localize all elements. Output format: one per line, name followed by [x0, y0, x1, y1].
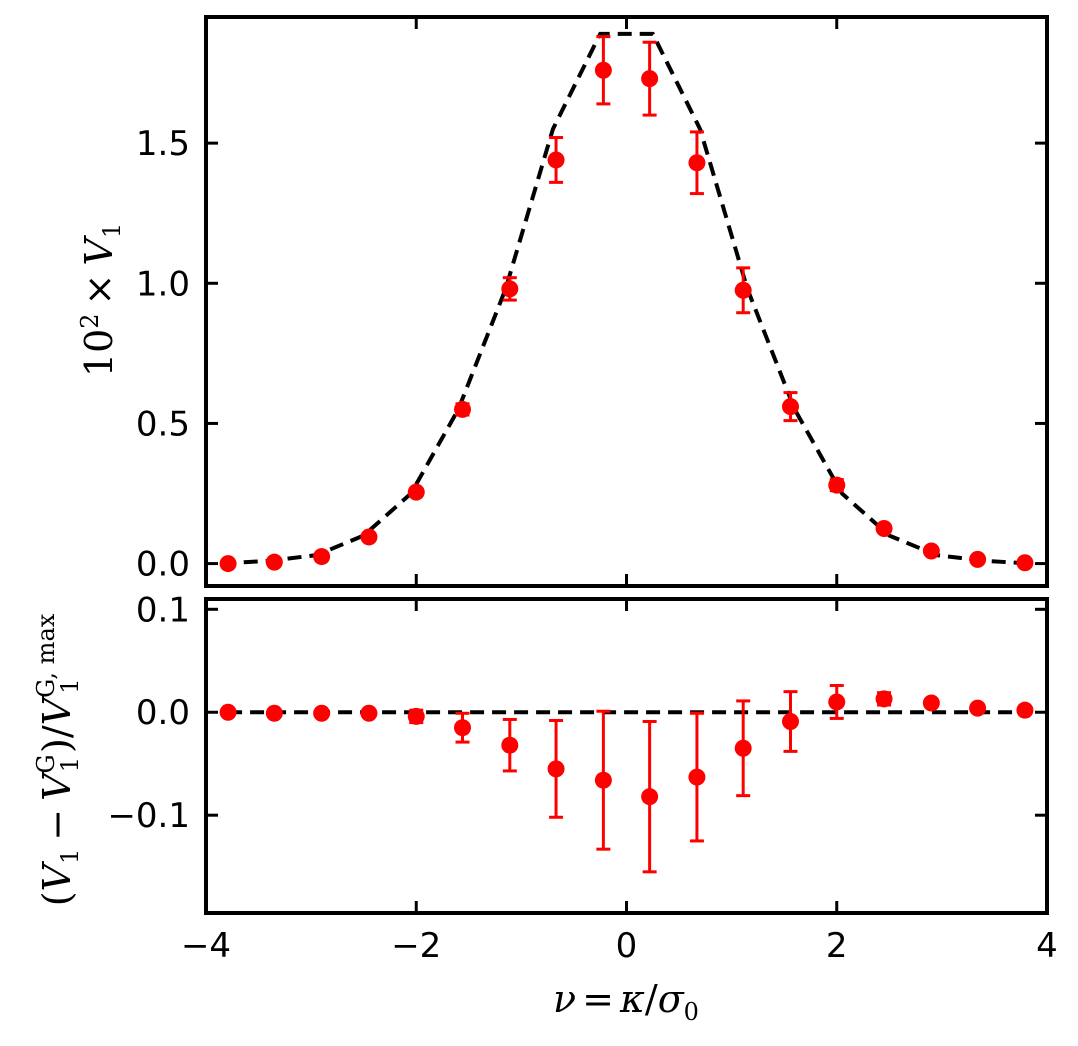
ylabel2-sup-g: G	[32, 754, 60, 773]
ylabel2-sup-gmax: G, max	[32, 613, 60, 698]
top-data-point	[875, 520, 893, 538]
ylabel-prefix: 10	[77, 329, 121, 377]
top-data-point	[501, 280, 519, 298]
top-ytick-label: 0.0	[136, 545, 190, 585]
xlabel-kappa: κ	[619, 977, 645, 1021]
bottom-data-point	[781, 713, 799, 731]
bottom-data-point	[407, 707, 425, 725]
top-ytick-label: 1.5	[136, 124, 190, 164]
bottom-y-axis-label: (V1−VG1)/VG, max1	[32, 613, 84, 906]
bottom-data-point	[594, 771, 612, 789]
svg-text:(V1−VG1)/VG, max1: (V1−VG1)/VG, max1	[32, 613, 84, 906]
bottom-data-point	[922, 694, 940, 712]
top-data-point	[360, 528, 378, 546]
ylabel-exponent: 2	[76, 313, 104, 328]
ylabel2-v3: V	[35, 694, 79, 725]
ylabel2-sub3: 1	[56, 678, 84, 693]
bottom-data-point	[313, 704, 331, 722]
top-data-point	[594, 61, 612, 79]
svg-text:ν=κ/σ0: ν = κ/σ0	[553, 977, 699, 1026]
bottom-data-point	[501, 736, 519, 754]
xlabel-nu: ν	[553, 977, 576, 1021]
bottom-data-point	[641, 788, 659, 806]
top-data-point	[734, 281, 752, 299]
ylabel2-v2: V	[35, 770, 79, 801]
ylabel2-minus: −	[35, 809, 79, 841]
bottom-data-point	[219, 703, 237, 721]
bottom-panel: −0.10.00.1−4 −2 0 2 4 (V1−VG1)/VG, max1 ν = κ/…	[32, 590, 1058, 1026]
xtick-label: −2	[391, 926, 441, 966]
xtick-label: −4	[181, 926, 231, 966]
top-panel: 0.0 0.5 1.0 1.5 102 × V1	[76, 15, 1049, 588]
top-data-point	[781, 398, 799, 416]
bottom-data-point	[360, 704, 378, 722]
top-ytick-label: 1.0	[136, 264, 190, 304]
xtick-label: 2	[826, 926, 848, 966]
top-data-point	[547, 151, 565, 169]
bottom-data-point	[688, 768, 706, 786]
top-data-point	[219, 555, 237, 573]
bottom-data-point	[1016, 701, 1034, 719]
top-data-point	[407, 483, 425, 501]
ylabel-times: ×	[77, 274, 121, 306]
ylabel2-v1: V	[35, 860, 79, 891]
ylabel2-open: (	[35, 891, 79, 906]
top-data-point	[688, 154, 706, 172]
top-panel-frame	[204, 15, 1049, 588]
bottom-ytick-label: 0.1	[136, 590, 190, 630]
xlabel-sigma: σ	[658, 977, 685, 1021]
bottom-data-point	[734, 739, 752, 757]
bottom-data-point	[828, 693, 846, 711]
top-data-point	[828, 476, 846, 494]
top-data-point	[969, 550, 987, 568]
top-data-point	[922, 542, 940, 560]
ylabel-sub: 1	[98, 223, 126, 238]
top-data-point	[641, 70, 659, 88]
ylabel2-sub2: 1	[56, 757, 84, 772]
top-reference-curve	[221, 31, 1032, 566]
bottom-ytick-label: 0.0	[136, 693, 190, 733]
top-y-axis-label: 102 × V1	[76, 223, 126, 377]
svg-text:102×V1: 102 × V1	[76, 223, 126, 377]
xlabel-sub: 0	[684, 998, 699, 1026]
ylabel-var: V	[77, 235, 121, 266]
x-axis-label: ν = κ/σ0	[553, 977, 699, 1026]
bottom-data-point	[969, 699, 987, 717]
bottom-ytick-label: −0.1	[107, 796, 190, 836]
xtick-label: 0	[616, 926, 638, 966]
top-data-point	[313, 548, 331, 566]
xlabel-slash: /	[645, 977, 658, 1021]
top-ytick-label: 0.5	[136, 404, 190, 444]
top-data-point	[454, 400, 472, 418]
top-data-point	[1016, 554, 1034, 572]
bottom-data-point	[875, 690, 893, 708]
bottom-data-point	[265, 704, 283, 722]
xlabel-eq: =	[582, 977, 614, 1021]
bottom-data-point	[547, 760, 565, 778]
ylabel2-sub1: 1	[56, 849, 84, 864]
bottom-panel-frame	[204, 597, 1049, 915]
bottom-data-point	[454, 719, 472, 737]
top-data-point	[265, 553, 283, 571]
ylabel2-close-slash: )/	[35, 725, 79, 753]
xtick-label: 4	[1036, 926, 1058, 966]
